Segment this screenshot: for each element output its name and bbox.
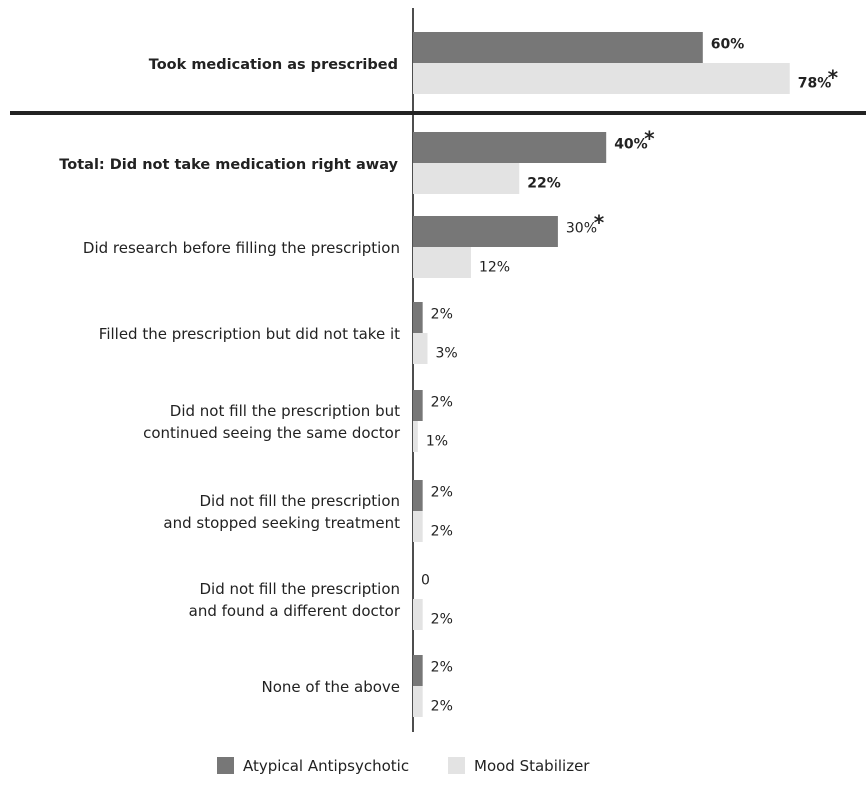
bar-mood-stabilizer	[413, 421, 418, 452]
bar-mood-stabilizer	[413, 333, 428, 364]
bar-mood-stabilizer	[413, 599, 423, 630]
data-label: 22%	[527, 176, 561, 192]
data-label: 2%	[431, 485, 453, 501]
bar-atypical-antipsychotic	[413, 480, 423, 511]
data-label: 60%	[711, 37, 745, 53]
bar-atypical-antipsychotic	[413, 302, 423, 333]
significance-marker: *	[828, 66, 839, 90]
category-label: and found a different doctor	[189, 602, 401, 620]
bar-atypical-antipsychotic	[413, 132, 607, 163]
category-label: Took medication as prescribed	[149, 57, 398, 73]
data-label: 2%	[431, 660, 453, 676]
data-label: 3%	[435, 346, 457, 362]
legend-label: Mood Stabilizer	[474, 757, 590, 775]
category-label: Filled the prescription but did not take…	[99, 325, 400, 343]
category-label: Total: Did not take medication right awa…	[59, 157, 398, 173]
category-label: continued seeing the same doctor	[143, 424, 401, 442]
significance-marker: *	[644, 127, 655, 151]
category-label: and stopped seeking treatment	[163, 514, 400, 532]
data-label: 2%	[431, 612, 453, 628]
data-label: 1%	[426, 434, 448, 450]
category-label: None of the above	[261, 678, 400, 696]
data-label: 0	[421, 573, 430, 589]
category-label: Did not fill the prescription	[199, 580, 400, 598]
legend-label: Atypical Antipsychotic	[243, 757, 409, 775]
data-label: 2%	[431, 524, 453, 540]
data-label: 2%	[431, 307, 453, 323]
significance-marker: *	[594, 211, 605, 235]
bar-mood-stabilizer	[413, 63, 790, 94]
category-label: Did not fill the prescription but	[170, 402, 400, 420]
data-label: 40%	[614, 137, 648, 153]
data-label: 2%	[431, 395, 453, 411]
bar-atypical-antipsychotic	[413, 390, 423, 421]
bar-mood-stabilizer	[413, 247, 471, 278]
bar-atypical-antipsychotic	[413, 655, 423, 686]
bar-atypical-antipsychotic	[413, 32, 703, 63]
category-label: Did not fill the prescription	[199, 492, 400, 510]
legend-swatch	[217, 757, 234, 774]
data-label: 30%	[566, 221, 597, 237]
bar-atypical-antipsychotic	[413, 216, 558, 247]
data-label: 12%	[479, 260, 510, 276]
bar-mood-stabilizer	[413, 511, 423, 542]
data-label: 78%	[798, 76, 832, 92]
data-label: 2%	[431, 699, 453, 715]
legend-swatch	[448, 757, 465, 774]
bar-mood-stabilizer	[413, 686, 423, 717]
bar-mood-stabilizer	[413, 163, 520, 194]
category-label: Did research before filling the prescrip…	[83, 239, 400, 257]
